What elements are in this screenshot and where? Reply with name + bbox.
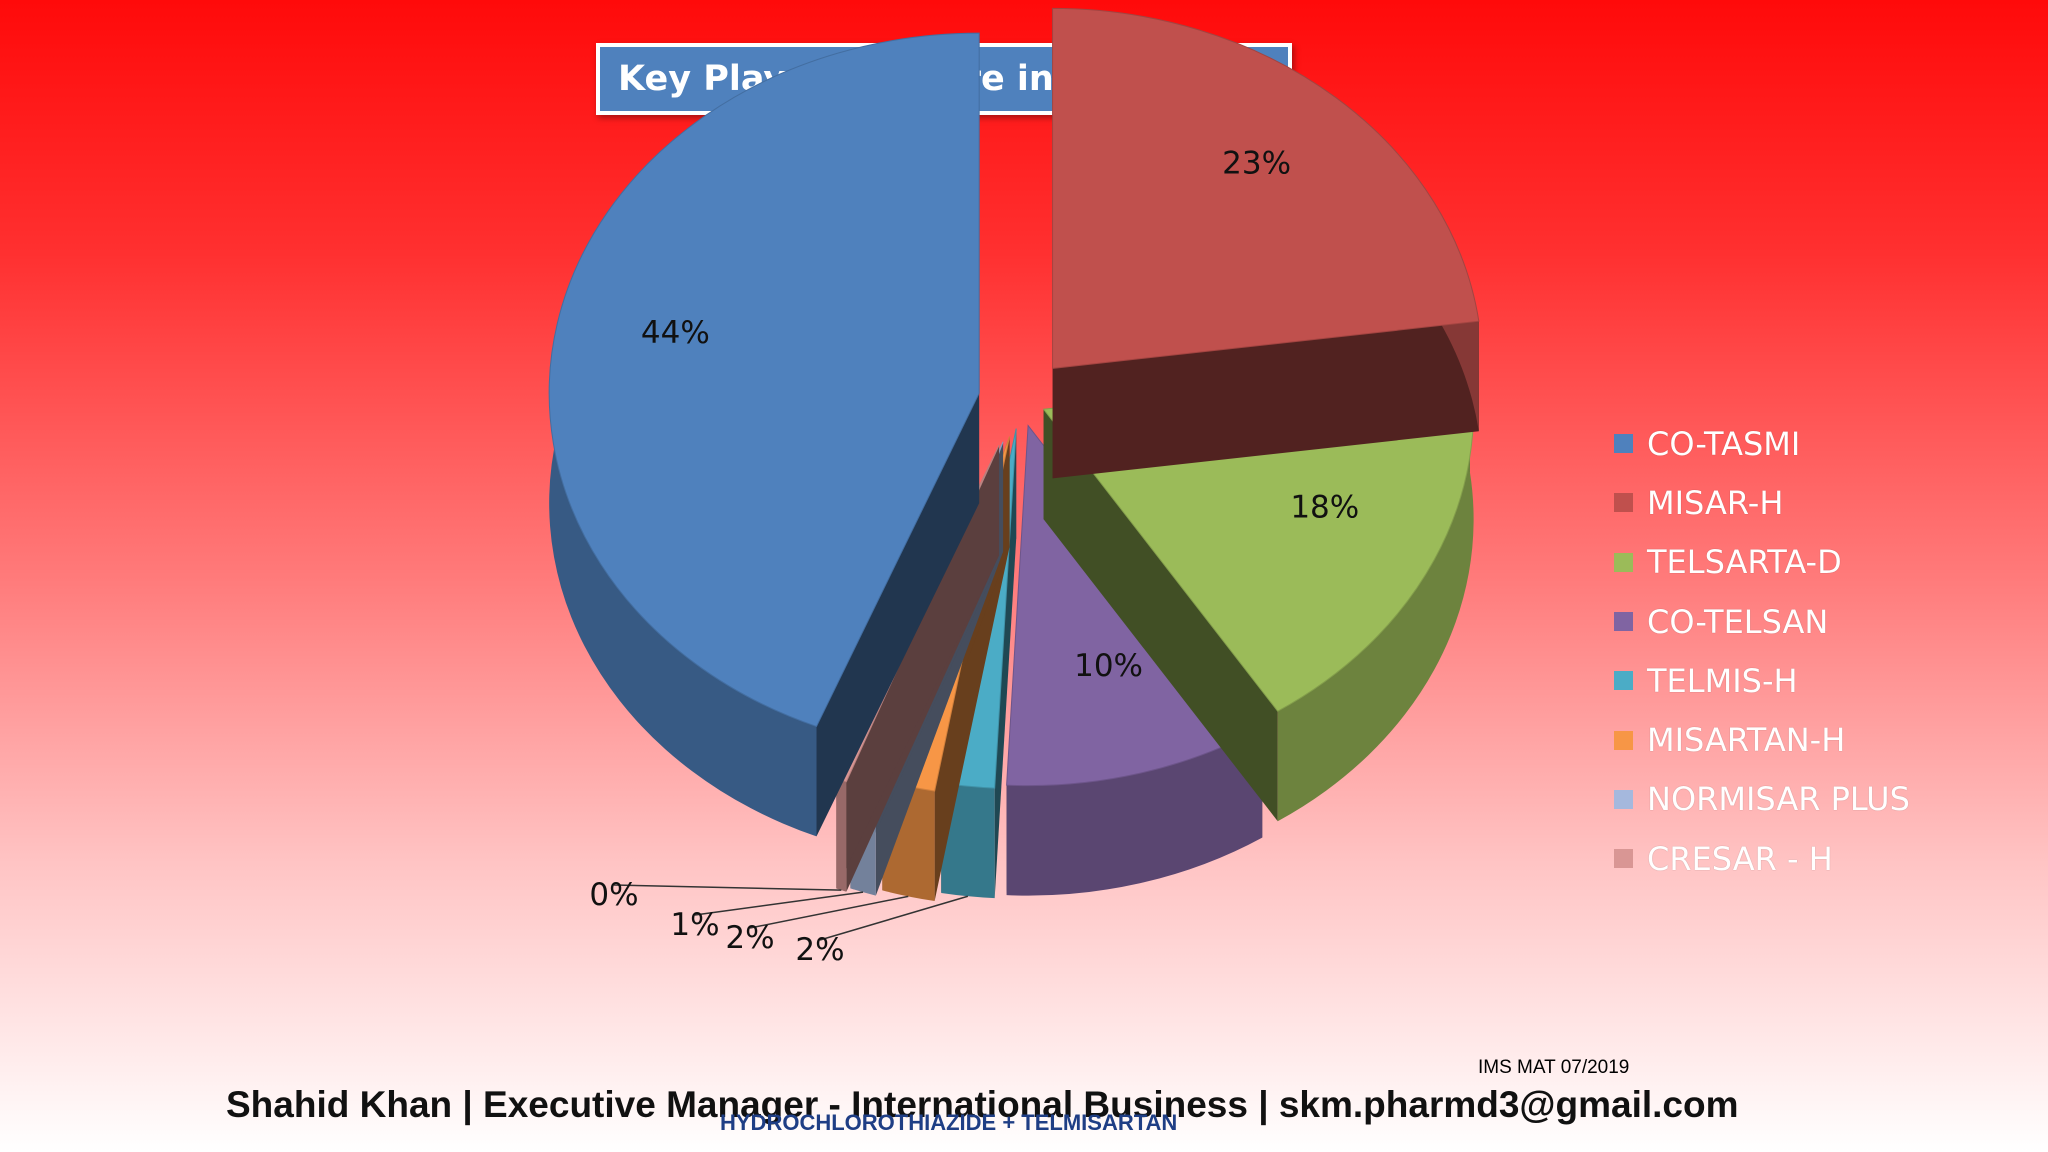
leader-lines — [613, 884, 969, 941]
legend-item: CO-TASMI — [1614, 414, 1910, 473]
data-label-telmis-h: 2% — [795, 932, 844, 968]
footer-credit: Shahid Khan | Executive Manager - Intern… — [226, 1084, 1739, 1125]
legend-item: CRESAR - H — [1614, 829, 1910, 888]
legend-swatch — [1614, 789, 1633, 809]
legend-swatch — [1614, 493, 1633, 513]
leader-line — [613, 884, 842, 891]
slice-misar-h — [1052, 7, 1480, 479]
legend-item: MISAR-H — [1614, 473, 1910, 532]
legend-label: TELSARTA-D — [1647, 543, 1842, 582]
legend-swatch — [1614, 552, 1633, 572]
pie-slices — [548, 7, 1480, 901]
data-label-telsarta-d: 18% — [1290, 490, 1359, 526]
legend: CO-TASMI MISAR-H TELSARTA-D CO-TELSAN TELMIS… — [1614, 414, 1910, 888]
legend-swatch — [1614, 671, 1633, 691]
legend-item: MISARTAN-H — [1614, 710, 1910, 769]
legend-swatch — [1614, 434, 1633, 454]
data-label-misartan-h: 2% — [725, 920, 774, 956]
legend-label: TELMIS-H — [1647, 661, 1798, 700]
legend-label: NORMISAR PLUS — [1647, 780, 1910, 819]
legend-label: MISARTAN-H — [1647, 721, 1846, 760]
legend-label: CO-TASMI — [1647, 424, 1801, 463]
data-labels: 44%23%18%10%2%2%1%0% — [589, 146, 1359, 968]
legend-label: MISAR-H — [1647, 483, 1784, 522]
data-label-cresar-h: 0% — [589, 877, 638, 913]
legend-swatch — [1614, 849, 1633, 869]
data-label-normisar-plus: 1% — [670, 907, 719, 943]
legend-swatch — [1614, 730, 1633, 750]
source-note: IMS MAT 07/2019 — [1478, 1057, 1630, 1078]
legend-item: TELMIS-H — [1614, 651, 1910, 710]
legend-label: CRESAR - H — [1647, 839, 1833, 878]
footer-subtitle: HYDROCHLOROTHIAZIDE + TELMISARTAN — [720, 1110, 1178, 1135]
legend-item: TELSARTA-D — [1614, 533, 1910, 592]
data-label-co-telsan: 10% — [1074, 648, 1143, 684]
slice-co-tasmi — [548, 32, 980, 837]
leader-line — [749, 895, 909, 929]
legend-item: CO-TELSAN — [1614, 592, 1910, 651]
legend-label: CO-TELSAN — [1647, 602, 1829, 641]
leader-line — [694, 891, 864, 916]
legend-swatch — [1614, 612, 1633, 632]
data-label-co-tasmi: 44% — [641, 315, 710, 351]
data-label-misar-h: 23% — [1222, 146, 1291, 182]
leader-line — [819, 895, 969, 941]
legend-item: NORMISAR PLUS — [1614, 770, 1910, 829]
